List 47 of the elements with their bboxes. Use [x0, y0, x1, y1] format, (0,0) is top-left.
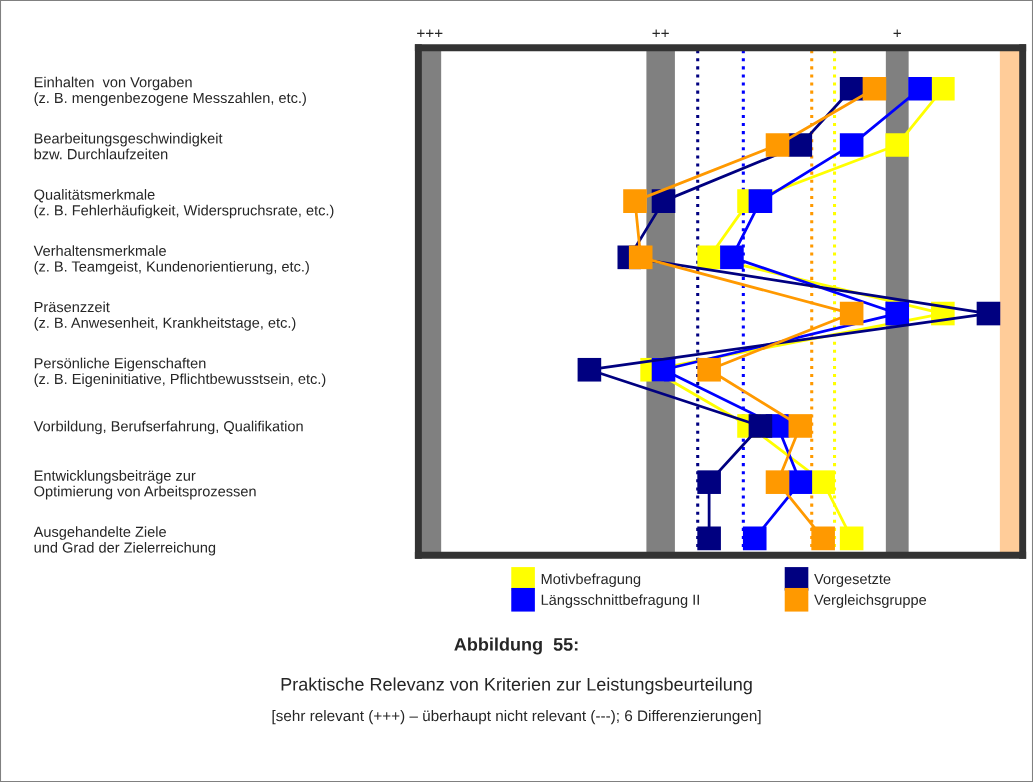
point	[908, 76, 932, 101]
point	[885, 133, 910, 157]
point	[623, 189, 647, 213]
y-tick-label: Persönliche Eigenschaften (z. B. Eigeninitiative, Pflichtbewusstsein, etc.)	[34, 357, 326, 387]
point	[839, 526, 864, 551]
legend-label: Längsschnittbefragung II	[541, 594, 699, 608]
text: Praktische Relevanz von Kriterien zur Leistungsbeurteilung	[281, 677, 752, 695]
y-tick-label: Vorbildung, Berufserfahrung, Qualifikation	[33, 420, 303, 435]
point	[748, 189, 773, 213]
y-tick-label: Qualitätsmerkmale (z. B. Fehlerhäufigkeit, Widerspruchsrate, etc.)	[34, 189, 334, 219]
point	[765, 133, 790, 157]
text: [sehr relevant (+++) – überhaupt nicht relevant (---); 6 Differenzierungen]	[272, 709, 761, 725]
legend-label: Vorgesetzte	[814, 573, 891, 588]
y-tick-label: Präsenzzeit (z. B. Anwesenheit, Krankheitstage, etc.)	[34, 301, 296, 331]
band-label: +	[893, 29, 901, 38]
band-label: +++	[417, 29, 443, 38]
y-tick-label: Einhalten von Vorgaben (z. B. mengenbezogene Messzahlen, etc.)	[34, 76, 306, 106]
point	[577, 357, 602, 382]
point	[788, 470, 813, 494]
point	[748, 414, 773, 438]
y-tick-label: Verhaltensmerkmale (z. B. Teamgeist, Kundenorientierung, etc.)	[33, 245, 309, 275]
point	[811, 526, 835, 551]
point	[839, 133, 864, 157]
point	[788, 414, 813, 438]
point	[931, 76, 955, 101]
point	[651, 189, 676, 213]
text: Abbildung 55:	[454, 637, 578, 655]
point	[862, 76, 887, 101]
point	[720, 245, 744, 270]
point	[885, 301, 910, 326]
point	[788, 133, 813, 157]
point	[742, 526, 767, 551]
point	[697, 357, 721, 382]
point	[976, 301, 1001, 326]
point	[811, 470, 835, 494]
point	[697, 470, 721, 494]
y-tick-label: Bearbeitungsgeschwindigkeit bzw. Durchlaufzeiten	[34, 132, 223, 160]
point	[628, 245, 653, 270]
y-tick-label: Ausgehandelte Ziele und Grad der Zielerreichung	[33, 526, 216, 556]
point	[839, 301, 864, 326]
y-tick-label: Entwicklungsbeiträge zur Optimierung von Arbeitsprozessen	[34, 470, 256, 500]
point	[765, 470, 790, 494]
legend-label: Motivbefragung	[541, 573, 641, 588]
point	[697, 526, 721, 551]
point	[839, 76, 864, 101]
legend-label: Vergleichsgruppe	[814, 594, 927, 608]
band-label: ++	[652, 29, 669, 38]
